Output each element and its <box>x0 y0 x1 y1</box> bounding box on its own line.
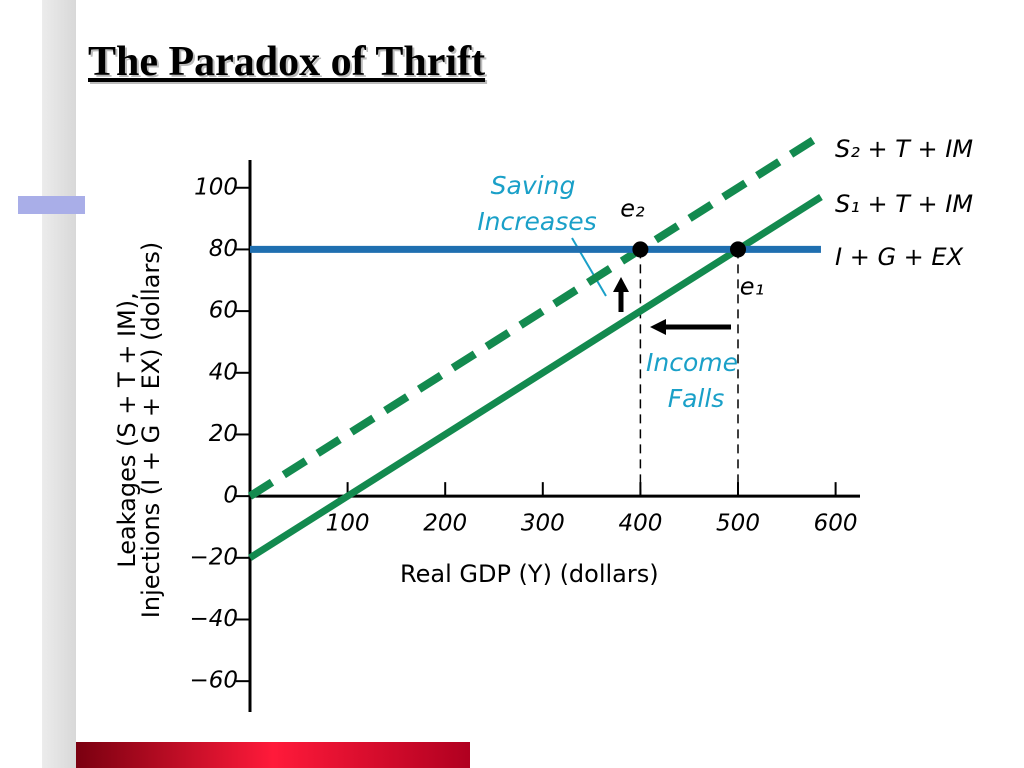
annotation: Income <box>646 348 738 377</box>
x-tick-label: 400 <box>618 511 662 537</box>
x-tick-label: 200 <box>423 511 467 537</box>
y-tick-label: 20 <box>209 421 238 447</box>
legend-label: I + G + EX <box>835 243 964 271</box>
y-tick-label: 40 <box>209 359 238 385</box>
y-tick-label: 80 <box>209 236 238 262</box>
point-label: e₂ <box>620 194 645 222</box>
x-tick-label: 600 <box>814 511 858 537</box>
equilibrium-point <box>632 241 649 258</box>
y-tick-label: 60 <box>209 298 238 324</box>
equilibrium-point <box>730 241 746 258</box>
slide-title: The Paradox of Thrift <box>88 39 486 85</box>
x-tick-label: 300 <box>521 511 565 537</box>
x-axis-label: Real GDP (Y) (dollars) <box>400 560 659 588</box>
y-tick-label: −40 <box>189 606 238 632</box>
series-line <box>248 194 823 561</box>
x-tick-label: 500 <box>716 511 760 537</box>
side-strip <box>42 0 76 768</box>
legend-label: S₂ + T + IM <box>835 135 973 163</box>
annotation: Increases <box>477 207 596 236</box>
left-arrow <box>650 319 731 335</box>
series-line <box>247 131 824 500</box>
accent-bar <box>18 196 86 214</box>
point-label: e₁ <box>740 272 764 300</box>
y-tick-label: −60 <box>189 668 238 694</box>
up-arrow <box>613 277 629 312</box>
y-axis-label-line: Leakages (S + T + IM), <box>113 292 141 568</box>
annotation: Saving <box>491 171 576 200</box>
y-axis-label-line: Injections (I + G + EX) (dollars) <box>137 242 165 618</box>
footer-bar <box>76 742 470 768</box>
y-tick-label: −20 <box>189 544 238 570</box>
y-tick-label: 0 <box>223 483 238 509</box>
annotation: Falls <box>668 384 725 413</box>
chart-panel <box>85 118 995 730</box>
legend-label: S₁ + T + IM <box>835 190 973 218</box>
y-tick-label: 100 <box>194 174 238 200</box>
y-axis-label: Leakages (S + T + IM), Injections (I + G… <box>113 242 165 618</box>
x-tick-label: 100 <box>326 511 370 537</box>
